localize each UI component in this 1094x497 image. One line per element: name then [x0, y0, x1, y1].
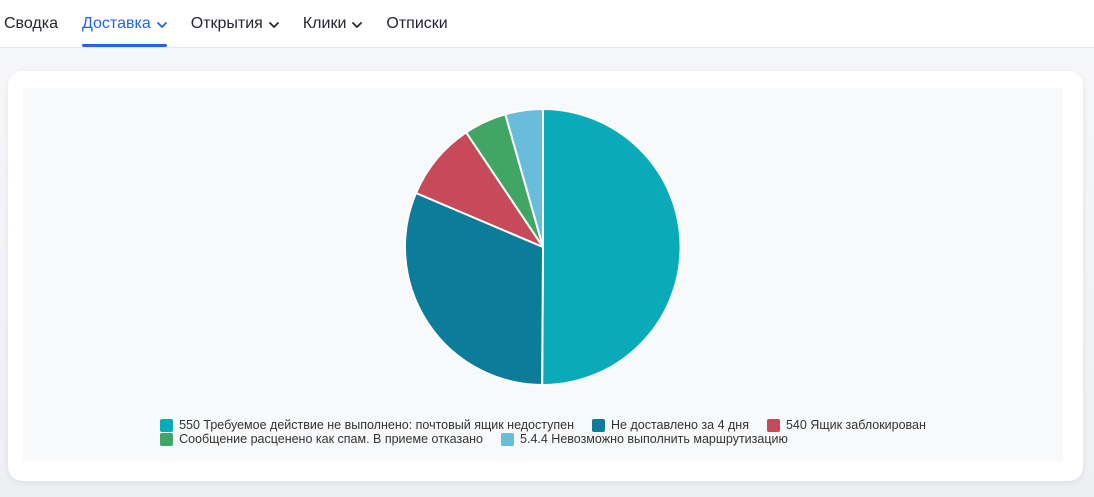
delivery-pie-chart	[404, 108, 682, 387]
legend-row: Сообщение расценено как спам. В приеме о…	[160, 432, 926, 446]
legend-swatch-icon	[766, 418, 780, 432]
legend-label: 540 Ящик заблокирован	[785, 418, 926, 432]
tab-clicks[interactable]: Клики	[303, 0, 363, 47]
tab-label: Доставка	[82, 14, 151, 32]
legend-swatch-icon	[160, 418, 174, 432]
legend-row: 550 Требуемое действие не выполнено: поч…	[160, 418, 926, 432]
legend-item-2[interactable]: 540 Ящик заблокирован	[766, 418, 926, 432]
legend-item-4[interactable]: 5.4.4 Невозможно выполнить маршрутизацию	[501, 432, 788, 446]
legend-item-3[interactable]: Сообщение расценено как спам. В приеме о…	[160, 432, 483, 446]
legend-item-0[interactable]: 550 Требуемое действие не выполнено: поч…	[160, 418, 574, 432]
tab-unsubscribes[interactable]: Отписки	[386, 0, 447, 47]
report-tabs-nav: Сводка Доставка Открытия Клики Отписки	[0, 0, 1094, 48]
tab-label: Отписки	[386, 14, 448, 32]
chart-panel: 550 Требуемое действие не выполнено: поч…	[23, 88, 1063, 461]
legend-box: 550 Требуемое действие не выполнено: поч…	[160, 418, 926, 446]
legend-label: 5.4.4 Невозможно выполнить маршрутизацию	[520, 432, 788, 446]
pie-slice-0[interactable]	[541, 108, 682, 387]
tab-label: Открытия	[190, 14, 263, 32]
legend-label: Не доставлено за 4 дня	[611, 418, 749, 432]
tab-label: Сводка	[4, 14, 59, 32]
chevron-down-icon	[156, 21, 167, 28]
chevron-down-icon	[268, 21, 279, 28]
legend-item-1[interactable]: Не доставлено за 4 дня	[592, 418, 749, 432]
tab-summary[interactable]: Сводка	[4, 0, 58, 47]
legend-swatch-icon	[592, 418, 605, 432]
legend-label: 550 Требуемое действие не выполнено: поч…	[179, 418, 574, 432]
pie-slice-2[interactable]	[415, 131, 544, 248]
legend-swatch-icon	[160, 432, 174, 446]
report-card: 550 Требуемое действие не выполнено: поч…	[8, 71, 1083, 481]
pie-slice-4[interactable]	[504, 108, 544, 248]
tab-label: Клики	[302, 14, 347, 32]
chart-legend: 550 Требуемое действие не выполнено: поч…	[23, 418, 1063, 446]
page-background: 550 Требуемое действие не выполнено: поч…	[0, 48, 1094, 497]
tab-opens[interactable]: Открытия	[191, 0, 279, 47]
legend-swatch-icon	[501, 432, 515, 446]
chevron-down-icon	[352, 21, 363, 28]
legend-label: Сообщение расценено как спам. В приеме о…	[179, 432, 484, 446]
tab-delivery[interactable]: Доставка	[82, 0, 167, 47]
pie-slice-1[interactable]	[404, 191, 544, 386]
